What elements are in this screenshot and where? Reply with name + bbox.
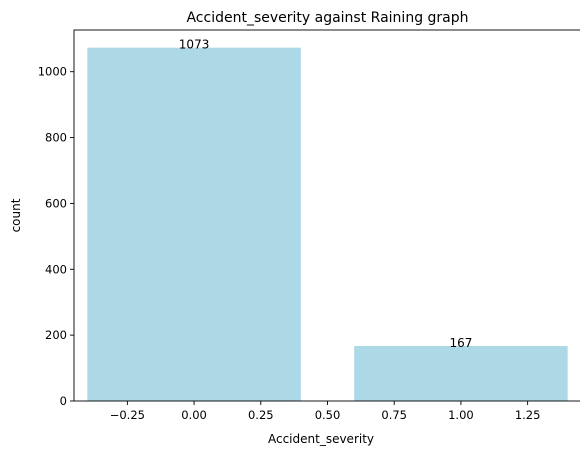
x-tick-label-0: −0.25 — [110, 408, 145, 422]
x-tick-label-4: 0.75 — [381, 408, 407, 422]
x-tick-label-2: 0.25 — [248, 408, 274, 422]
x-axis: −0.25 0.00 0.25 0.50 0.75 1.00 1.25 — [110, 401, 541, 422]
bars-layer — [87, 47, 568, 402]
y-tick-label-1: 200 — [45, 328, 67, 342]
y-axis-label: count — [9, 198, 23, 232]
data-labels-layer: 1073 167 — [179, 38, 473, 350]
bar-value-label-1: 167 — [449, 336, 472, 350]
y-tick-label-0: 0 — [60, 394, 67, 408]
bar-0 — [87, 47, 301, 402]
y-tick-label-2: 400 — [45, 262, 67, 276]
x-tick-label-3: 0.50 — [315, 408, 341, 422]
x-axis-label: Accident_severity — [268, 432, 374, 446]
x-tick-label-1: 0.00 — [181, 408, 207, 422]
bar-1 — [354, 346, 568, 401]
chart-title: Accident_severity against Raining graph — [186, 10, 468, 26]
bar-value-label-0: 1073 — [179, 38, 210, 52]
x-tick-label-6: 1.25 — [515, 408, 541, 422]
y-tick-label-5: 1000 — [38, 65, 67, 79]
x-tick-label-5: 1.00 — [448, 408, 474, 422]
y-tick-label-3: 600 — [45, 196, 67, 210]
y-axis: 0 200 400 600 800 1000 — [38, 65, 74, 408]
y-tick-label-4: 800 — [45, 131, 67, 145]
